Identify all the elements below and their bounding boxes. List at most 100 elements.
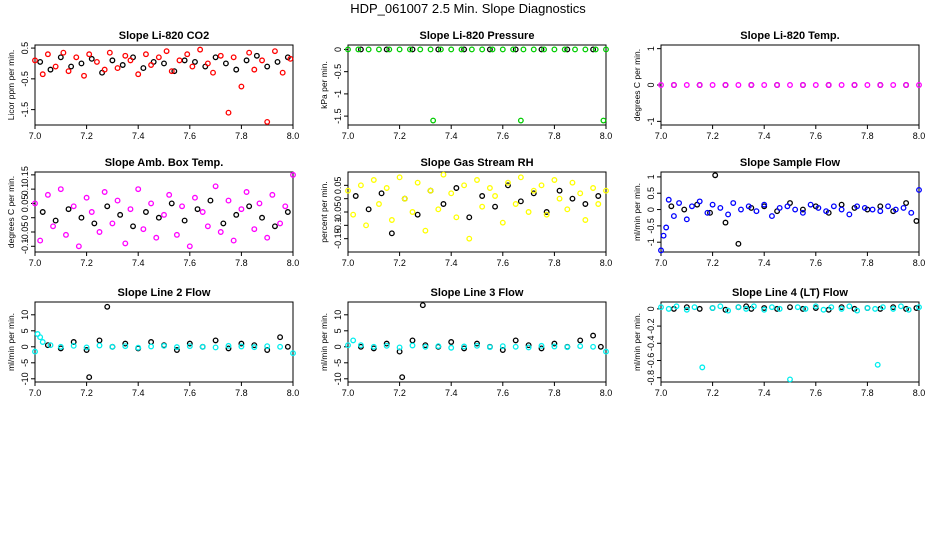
panel-4-point-magenta bbox=[96, 229, 103, 235]
panel-2-point-black bbox=[538, 46, 545, 53]
panel-7-frame bbox=[34, 301, 294, 383]
panel-2-point-green bbox=[510, 46, 517, 53]
panel-6-point-blue bbox=[776, 204, 783, 211]
panel-7-point-black bbox=[83, 347, 90, 353]
panel-6-point-blue bbox=[900, 204, 907, 211]
panel-2-point-green bbox=[582, 46, 589, 53]
panel-1-point-red bbox=[279, 69, 286, 76]
panel-5-point-yellow bbox=[345, 187, 351, 194]
panel-9-point-cyan bbox=[874, 361, 881, 368]
panel-9-point-black bbox=[913, 305, 920, 311]
panel-9-point-cyan bbox=[735, 304, 742, 311]
panel-6-point-blue bbox=[683, 216, 690, 223]
panel-4-point-magenta bbox=[140, 226, 147, 233]
panel-5-ytick-label: 0.05 bbox=[333, 177, 343, 195]
panel-6-point-blue bbox=[838, 206, 845, 213]
panel-3-point-magenta bbox=[838, 82, 845, 88]
panel-9-point-cyan bbox=[658, 304, 664, 311]
panel-3-point-magenta bbox=[799, 82, 806, 88]
panel-4-point-black bbox=[246, 203, 253, 210]
panel-9-point-cyan bbox=[838, 305, 845, 312]
panel-1-point-red bbox=[259, 57, 265, 64]
panel-3-point-magenta bbox=[735, 82, 742, 88]
panel-7-point-cyan bbox=[238, 343, 245, 350]
panel-9-point-cyan bbox=[787, 376, 793, 383]
panel-4-point-magenta bbox=[114, 197, 121, 204]
panel-7-point-black bbox=[251, 342, 258, 349]
panel-5-point-yellow bbox=[376, 201, 382, 207]
panel-4-point-magenta bbox=[122, 240, 129, 247]
panel-3-frame bbox=[660, 44, 920, 126]
panel-4-point-black bbox=[194, 206, 201, 213]
panel-8-point-cyan bbox=[357, 342, 364, 349]
panel-8-point-cyan bbox=[525, 344, 532, 351]
panel-7-point-cyan bbox=[70, 342, 77, 349]
panel-1-ylabel: Licor ppm per min. bbox=[6, 50, 16, 120]
panel-2-point-green bbox=[520, 46, 527, 53]
panel-4-ytick-label: -0.05 bbox=[20, 222, 30, 243]
panel-1-point-red bbox=[264, 118, 271, 125]
panel-6-point-black bbox=[903, 200, 910, 206]
panel-3-point-magenta bbox=[812, 82, 819, 88]
panel-9-title: Slope Line 4 (LT) Flow bbox=[732, 287, 848, 299]
panel-4-point-magenta bbox=[199, 209, 206, 215]
panel-9-point-cyan bbox=[743, 305, 750, 312]
panel-4-point-black bbox=[284, 209, 291, 215]
panel-6-point-blue bbox=[916, 187, 922, 193]
panel-9-point-cyan bbox=[665, 305, 672, 312]
panel-8-point-cyan bbox=[383, 342, 390, 349]
panel-8-point-black bbox=[409, 337, 416, 344]
panel-6-point-black bbox=[838, 201, 845, 208]
panel-3-point-magenta bbox=[877, 82, 884, 88]
panel-4-point-magenta bbox=[153, 234, 160, 241]
panel-3-point-magenta bbox=[787, 82, 793, 88]
panel-6-point-blue bbox=[861, 204, 868, 211]
panel-5-point-black bbox=[595, 193, 602, 199]
panel-2-point-green bbox=[365, 46, 372, 53]
panel-1-point-black bbox=[222, 60, 229, 67]
panel-1-ytick-label: 0.5 bbox=[20, 42, 30, 55]
panel-8-point-cyan bbox=[577, 343, 584, 350]
panel-9-point-cyan bbox=[683, 306, 690, 313]
panel-6-point-black bbox=[707, 209, 713, 216]
panel-5-ylabel: percent per min. bbox=[319, 181, 329, 242]
panel-6-point-blue bbox=[854, 203, 861, 210]
panel-7-point-black bbox=[238, 340, 245, 347]
page-title: HDP_061007 2.5 Min. Slope Diagnostics bbox=[350, 1, 586, 16]
panel-4-point-magenta bbox=[109, 220, 116, 227]
panel-1-point-red bbox=[163, 48, 170, 55]
panel-9-frame bbox=[660, 301, 920, 383]
panel-4-point-magenta bbox=[135, 186, 142, 193]
panel-5-xtick-label: 7.0 bbox=[342, 258, 355, 268]
panel-4-point-black bbox=[220, 220, 227, 227]
panel-8-point-cyan bbox=[564, 344, 571, 351]
panel-1-point-black bbox=[88, 55, 95, 62]
panel-7-point-cyan bbox=[122, 343, 129, 350]
panel-5-point-yellow bbox=[512, 201, 519, 207]
panel-3-xtick-label: 7.4 bbox=[758, 131, 771, 141]
panel-8-xtick-label: 7.6 bbox=[497, 388, 510, 398]
panel-2-point-green bbox=[355, 46, 362, 53]
panel-9-point-black bbox=[787, 304, 793, 311]
panel-6-point-blue bbox=[885, 203, 891, 210]
panel-4-point-magenta bbox=[70, 203, 77, 210]
panel-9-point-cyan bbox=[691, 304, 698, 311]
panel-8-title: Slope Line 3 Flow bbox=[431, 287, 524, 299]
panel-2-point-black bbox=[590, 46, 597, 53]
panel-6-point-blue bbox=[792, 206, 799, 213]
panel-2-xtick-label: 7.6 bbox=[497, 131, 510, 141]
panel-9-point-cyan bbox=[768, 304, 775, 311]
panel-7-point-cyan bbox=[57, 343, 64, 350]
panel-6-point-blue bbox=[745, 203, 752, 210]
panel-5-title: Slope Gas Stream RH bbox=[420, 157, 533, 169]
panel-5-xtick-label: 8.0 bbox=[600, 258, 613, 268]
panel-9-point-cyan bbox=[812, 303, 819, 310]
panel-2-point-green bbox=[430, 117, 437, 124]
panel-5-point-yellow bbox=[396, 174, 403, 181]
panel-8-ytick-label: 5 bbox=[333, 328, 343, 333]
panel-4-point-magenta bbox=[251, 226, 258, 233]
panel-2-title: Slope Li-820 Pressure bbox=[420, 30, 535, 42]
panel-3-point-magenta bbox=[709, 82, 716, 88]
panel-6-xtick-label: 7.4 bbox=[758, 258, 771, 268]
panel-5-point-yellow bbox=[538, 182, 545, 189]
